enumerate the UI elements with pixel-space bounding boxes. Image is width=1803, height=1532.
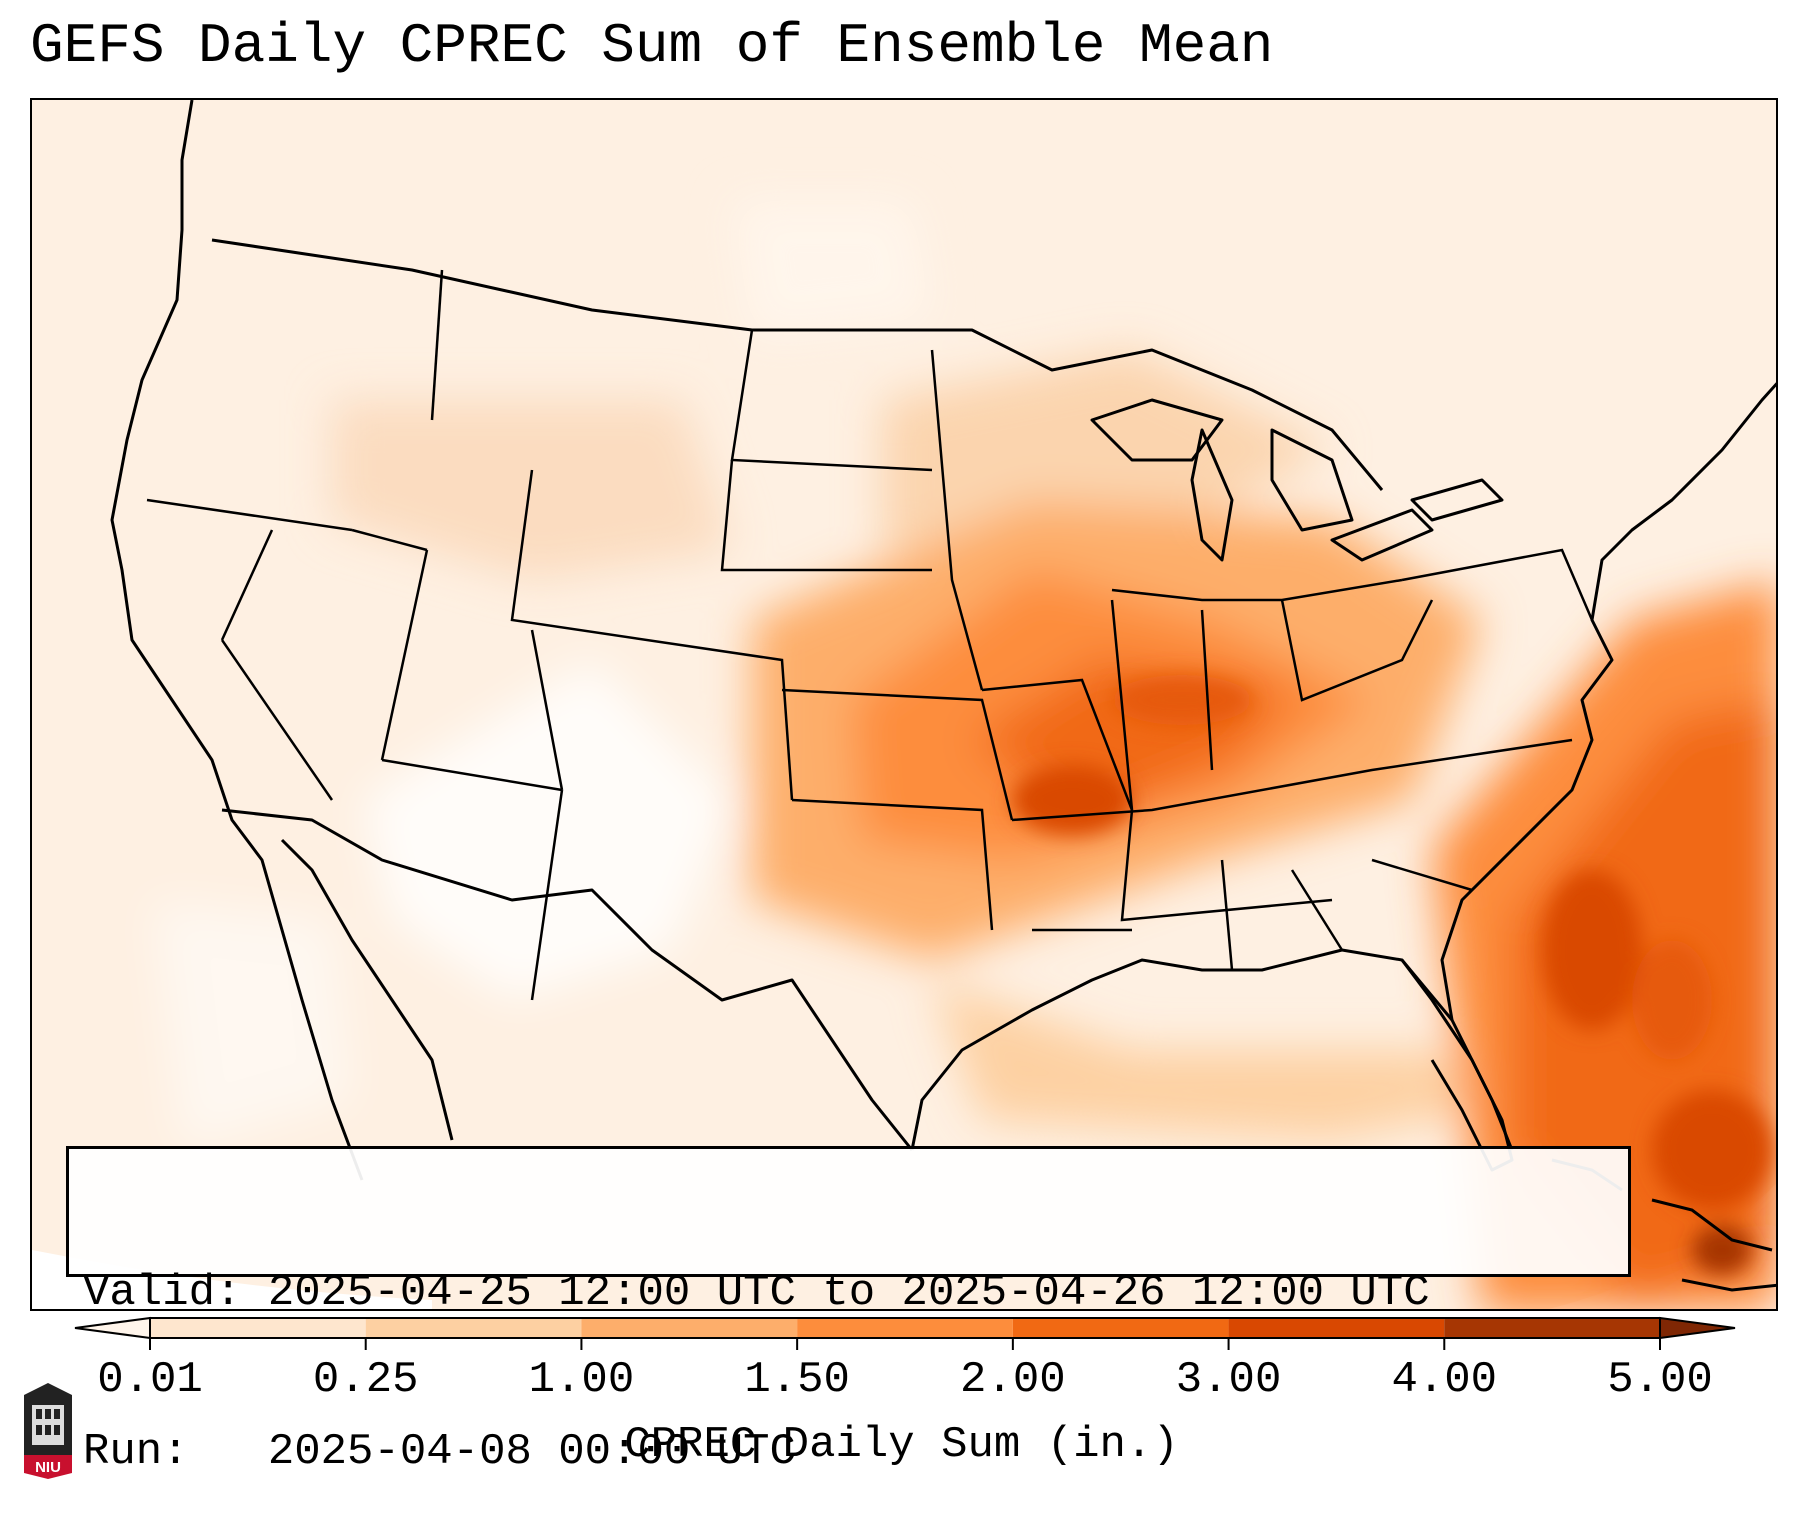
colorbar-segment: [365, 1318, 582, 1338]
colorbar-tick-label: 0.01: [97, 1355, 203, 1405]
colorbar-tick-label: 2.00: [960, 1355, 1066, 1405]
colorbar-under-arrow: [74, 1316, 151, 1340]
state-lines: [146, 269, 1594, 1001]
colorbar-tick-label: 3.00: [1175, 1355, 1282, 1405]
valid-time-text: Valid: 2025-04-25 12:00 UTC to 2025-04-2…: [83, 1268, 1430, 1318]
colorbar-segment: [150, 1318, 366, 1338]
colorbar-segment: [797, 1318, 1013, 1338]
colorbar-tick-label: 1.50: [744, 1355, 850, 1405]
boundaries: [110, 100, 1776, 1181]
run-time-text: Run: 2025-04-08 00:00 UTC: [83, 1427, 796, 1477]
colorbar-tick-label: 5.00: [1607, 1355, 1713, 1405]
colorbar-segment: [581, 1318, 798, 1338]
colorbar-ticks: [149, 1338, 1661, 1350]
projection-edge-left: [32, 1250, 432, 1309]
niu-logo: NIU: [24, 1383, 72, 1479]
colorbar-tick-label: 4.00: [1391, 1355, 1498, 1405]
colorbar-label: CPREC Daily Sum (in.): [624, 1420, 1179, 1470]
chart-title: GEFS Daily CPREC Sum of Ensemble Mean: [30, 14, 1274, 78]
colorbar-tick-label: 1.00: [528, 1355, 635, 1405]
colorbar-segments: [74, 1316, 1736, 1340]
colorbar-over-arrow: [1659, 1316, 1736, 1340]
colorbar-outline: [149, 1317, 1661, 1339]
valid-run-info-box: Valid: 2025-04-25 12:00 UTC to 2025-04-2…: [66, 1146, 1631, 1477]
colorbar-tick-label: 0.25: [312, 1355, 419, 1405]
precip-maxima: [1012, 675, 1772, 1275]
precipitation-map: [32, 100, 1776, 1309]
colorbar: [74, 1316, 1736, 1350]
colorbar-segment: [1012, 1318, 1229, 1338]
colorbar-segment: [1228, 1318, 1445, 1338]
map-panel: [30, 98, 1778, 1311]
colorbar-segment: [1444, 1318, 1660, 1338]
logo-text: NIU: [35, 1459, 61, 1476]
